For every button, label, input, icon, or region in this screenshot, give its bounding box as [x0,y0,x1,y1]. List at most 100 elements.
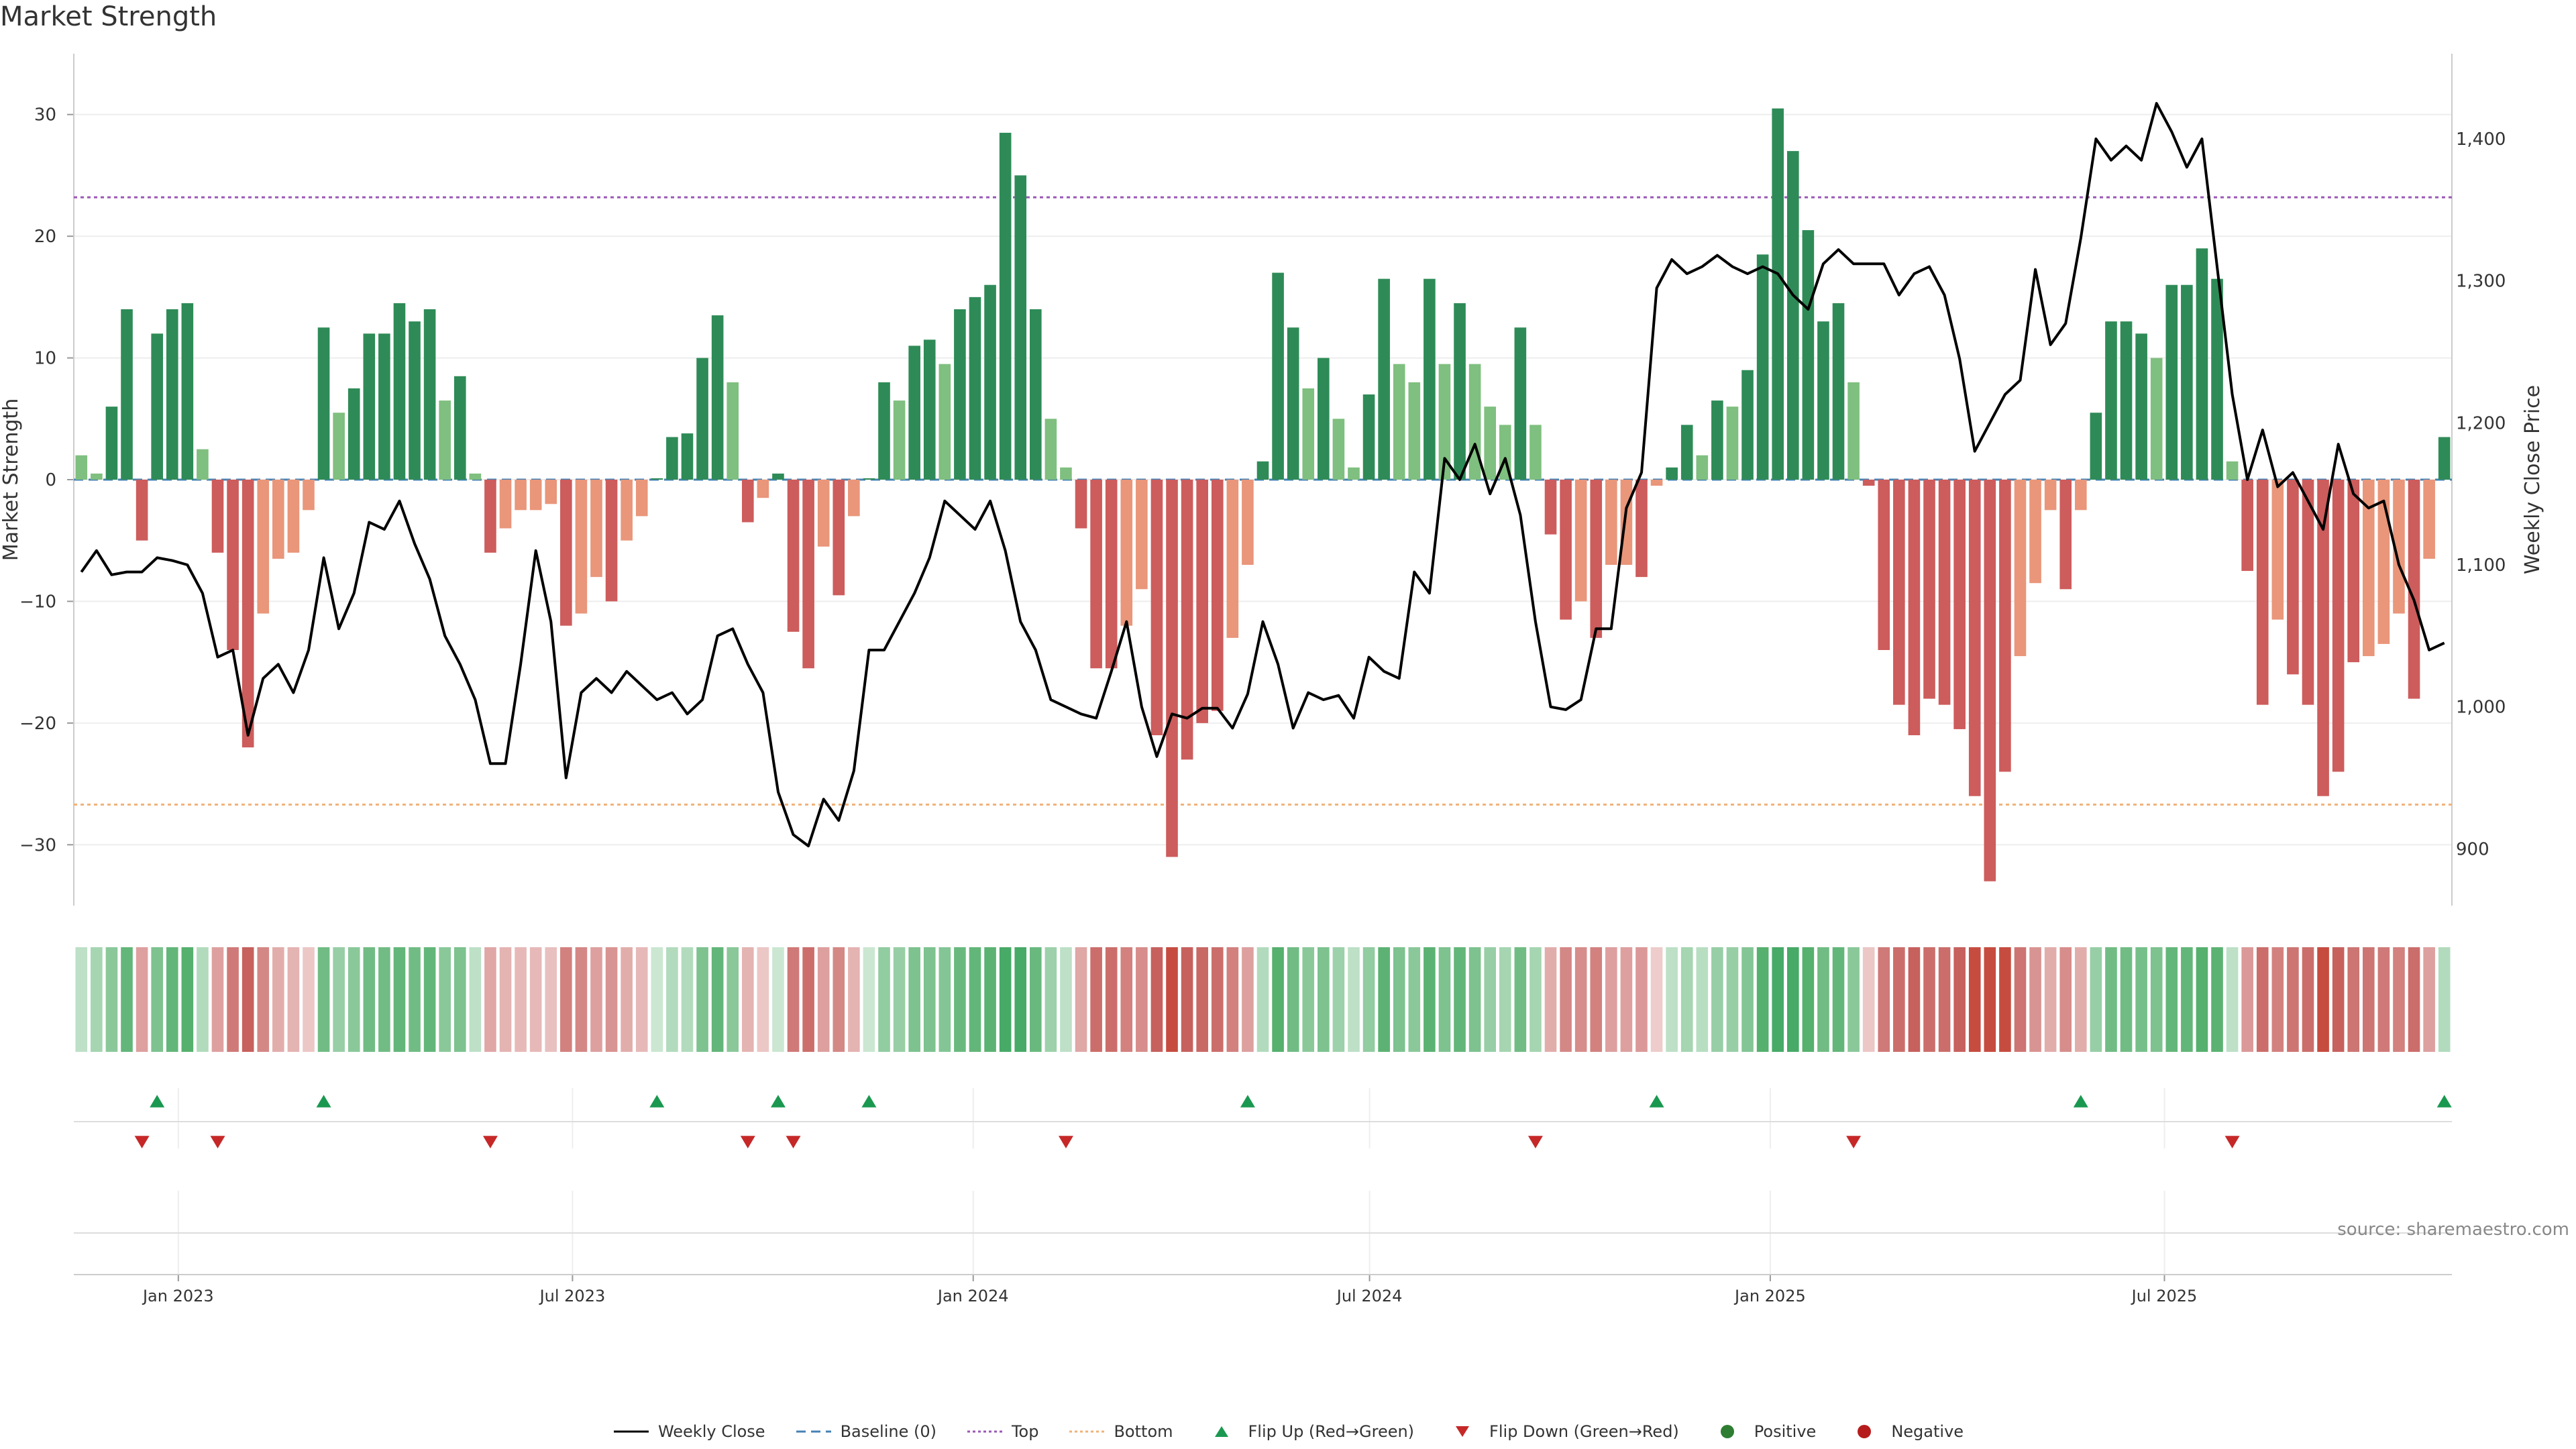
flip-up-marker [316,1095,331,1108]
source-note: source: sharemaestro.com [2337,1220,2569,1240]
strength-bar [741,480,754,523]
heat-tile [75,947,88,1052]
heat-tile [287,947,300,1052]
strength-bar [2271,480,2284,620]
heat-tile [499,947,512,1052]
heat-tile [2363,947,2375,1052]
flip-up-marker [649,1095,665,1108]
strength-bar [2090,413,2102,480]
strength-bar [2377,480,2390,644]
heat-tile [2181,947,2193,1052]
y-tick-label: 0 [45,470,56,490]
threshold-lines [74,196,2452,806]
strength-bar [651,478,663,480]
heat-tile [423,947,436,1052]
strength-bar [711,315,724,480]
strength-bar [378,333,390,480]
strength-bar [1348,467,1360,480]
heat-tile [303,947,315,1052]
flip-up-marker [861,1095,877,1108]
heat-tile [1605,947,1617,1052]
strength-bar [439,400,451,480]
legend-label: Flip Down (Green→Red) [1489,1422,1679,1441]
strength-bar [893,400,906,480]
strength-bar [423,309,436,480]
strength-bar [1332,419,1345,480]
strength-bar [1741,370,1754,480]
strength-bar [1847,382,1860,480]
strength-bar [2317,480,2329,796]
strength-bar [1893,480,1905,705]
heat-tile [1953,947,1966,1052]
strength-bar [1772,108,1784,480]
flip-down-marker [1846,1136,1862,1148]
y-tick-label: −10 [19,592,56,612]
chart-title: Market Strength [0,1,217,32]
heat-tile [1302,947,1315,1052]
strength-bar [1514,327,1527,480]
strength-bar [1666,467,1678,480]
heat-tile [1938,947,1951,1052]
heat-tile [666,947,678,1052]
heat-tile [1393,947,1405,1052]
heat-tile [1438,947,1451,1052]
heat-tile [1650,947,1663,1052]
strength-bar [2135,333,2147,480]
heat-tile [241,947,254,1052]
strength-bar [1620,480,1633,565]
flip-down-marker [786,1136,801,1148]
strength-bar [666,437,678,480]
strength-bar [1953,480,1966,729]
strength-bar [1590,480,1603,638]
heat-tile [560,947,572,1052]
legend-item-weekly-close: Weekly Close [612,1422,765,1441]
heat-tile [1847,947,1860,1052]
y-tick-label: 10 [34,349,56,369]
heat-tile [1256,947,1269,1052]
strength-bar [954,309,966,480]
strength-bar [605,480,618,602]
heat-tile [545,947,557,1052]
strength-bar [2363,480,2375,657]
heat-tile [999,947,1012,1052]
strength-bar [2393,480,2405,614]
strength-bar [227,480,239,650]
strength-bar [681,433,694,480]
heat-tile [681,947,694,1052]
heat-tile [635,947,648,1052]
heat-tile [711,947,724,1052]
heat-tile [439,947,451,1052]
strength-bar [2120,321,2133,480]
heat-tile [2332,947,2345,1052]
heat-tile [1242,947,1254,1052]
strength-bar [1105,480,1118,669]
x-tick-label: Jul 2025 [2131,1287,2198,1305]
heat-tile [151,947,163,1052]
heat-tile [2438,947,2451,1052]
heat-tile [1862,947,1875,1052]
strength-bar [908,345,920,480]
strength-bar [1605,480,1617,565]
x-tick-label: Jul 2023 [539,1287,606,1305]
legend-label: Top [1011,1422,1039,1441]
heat-tile [197,947,209,1052]
strength-bar [2226,461,2239,480]
heat-tile [863,947,875,1052]
strength-bar [1181,480,1193,760]
heat-tile [621,947,633,1052]
heat-tile [575,947,588,1052]
strength-bar [1226,480,1239,638]
heat-tile [1529,947,1542,1052]
strength-bar [1060,467,1072,480]
strength-bar [2302,480,2314,705]
heat-tile [1999,947,2011,1052]
flip-up-marker [1240,1095,1255,1108]
heat-tile [1136,947,1148,1052]
strength-bar [590,480,602,578]
strength-bar [1635,480,1648,578]
strength-bar [453,376,466,480]
flip-down-marker [1058,1136,1073,1148]
heat-tile [2029,947,2041,1052]
strength-heat-strip [75,947,2451,1052]
strength-bar [848,480,860,517]
